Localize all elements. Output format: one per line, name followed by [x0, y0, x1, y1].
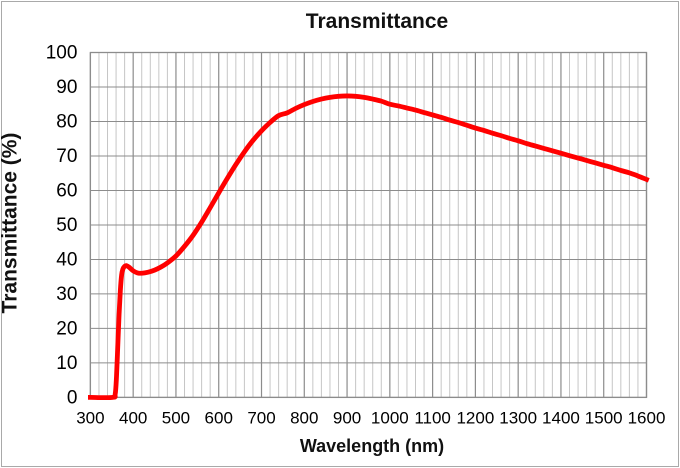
svg-text:300: 300 [76, 408, 104, 427]
svg-text:900: 900 [333, 408, 361, 427]
svg-text:1500: 1500 [585, 408, 623, 427]
svg-text:1300: 1300 [499, 408, 537, 427]
svg-text:60: 60 [56, 180, 77, 201]
svg-text:90: 90 [56, 77, 77, 98]
svg-text:700: 700 [247, 408, 275, 427]
svg-text:50: 50 [56, 215, 77, 236]
svg-text:1400: 1400 [542, 408, 580, 427]
svg-text:1200: 1200 [456, 408, 494, 427]
svg-text:0: 0 [67, 387, 78, 408]
svg-text:40: 40 [56, 249, 77, 270]
svg-text:30: 30 [56, 284, 77, 305]
svg-text:1100: 1100 [414, 408, 451, 427]
svg-text:400: 400 [119, 408, 147, 427]
svg-text:800: 800 [290, 408, 318, 427]
svg-text:500: 500 [162, 408, 190, 427]
svg-text:1600: 1600 [628, 408, 666, 427]
svg-text:10: 10 [56, 353, 77, 374]
svg-text:1000: 1000 [371, 408, 409, 427]
svg-text:80: 80 [56, 111, 77, 132]
svg-text:70: 70 [56, 146, 77, 167]
svg-text:100: 100 [46, 43, 78, 64]
svg-text:20: 20 [56, 318, 77, 339]
svg-text:600: 600 [205, 408, 233, 427]
